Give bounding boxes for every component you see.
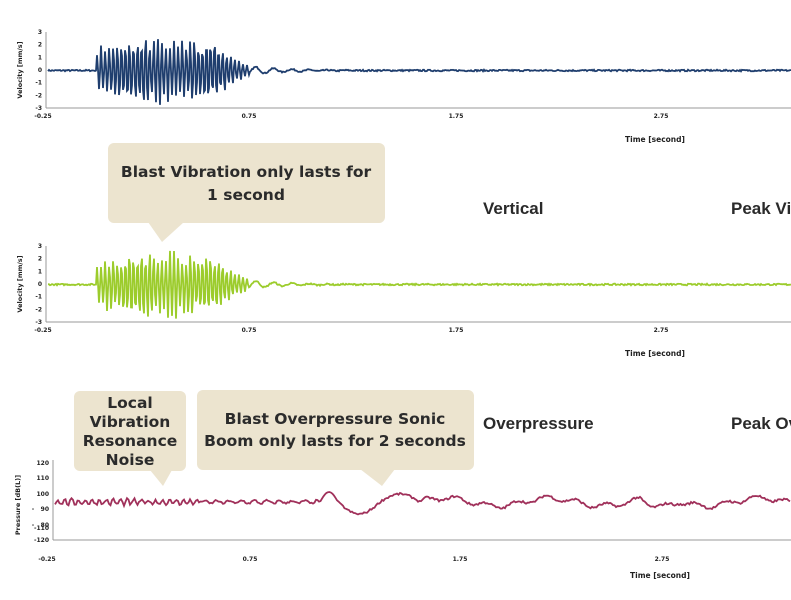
callout-box bbox=[197, 390, 474, 470]
callout-box bbox=[74, 391, 186, 471]
x-axis-title: Time [second] bbox=[625, 135, 685, 144]
y-tick-label: -3 bbox=[35, 319, 42, 326]
callout-text-line: Blast Overpressure Sonic bbox=[225, 410, 446, 428]
chart-panel-2: 3 2 1 0 -1 -2 -3-0.25 0.75 1.75 2.75 Velocity [mm/… bbox=[16, 243, 791, 358]
section-header-peak-overpressure: Peak Ov bbox=[731, 414, 791, 433]
y-tick-label: 0 bbox=[38, 281, 42, 288]
x-tick-label: 0.75 bbox=[242, 113, 257, 120]
section-header-peak-vibration: Peak Vi bbox=[731, 199, 791, 218]
y-tick-label: 110 bbox=[36, 475, 49, 482]
x-tick-label: -0.25 bbox=[34, 327, 51, 334]
x-tick-label: -0.25 bbox=[34, 113, 51, 120]
section-header-vertical: Vertical bbox=[483, 199, 544, 218]
callout-text-line: Noise bbox=[106, 451, 155, 469]
pressure-trace bbox=[54, 491, 791, 516]
x-tick-label: 0.75 bbox=[243, 556, 258, 563]
y-tick-label: 120 bbox=[36, 460, 49, 467]
y-tick-label: -2 bbox=[35, 306, 42, 313]
callout-blast-vibration: Blast Vibration only lasts for 1 second bbox=[108, 143, 385, 242]
y-tick-label: 2 bbox=[38, 256, 42, 263]
y-tick-label: 3 bbox=[38, 243, 42, 250]
y-tick-label: -1 bbox=[35, 294, 42, 301]
x-tick-label: 2.75 bbox=[655, 556, 670, 563]
y-tick-label: 1 bbox=[38, 54, 42, 61]
y-axis-label: Velocity [mm/s] bbox=[16, 255, 24, 312]
y-tick-label: 100 bbox=[36, 491, 49, 498]
callout-text-line: Boom only lasts for 2 seconds bbox=[204, 432, 466, 450]
chart-panel-3: 120 110 100 90 80-110 -120 -0.25 0.75 1.75 2.75 Pr… bbox=[14, 460, 791, 580]
callout-text-line: Blast Vibration only lasts for bbox=[121, 163, 372, 181]
y-tick-label: -1 bbox=[35, 80, 42, 87]
x-tick-label: 1.75 bbox=[449, 327, 464, 334]
y-tick-label: -120 bbox=[34, 537, 49, 544]
x-tick-label: 2.75 bbox=[654, 113, 669, 120]
y-tick-label: 90 bbox=[41, 506, 49, 513]
callout-text-line: 1 second bbox=[207, 186, 285, 204]
velocity-trace bbox=[47, 250, 791, 319]
y-tick-label: -110 bbox=[34, 525, 49, 532]
y-tick-label: 1 bbox=[38, 268, 42, 275]
y-tick-label: 2 bbox=[38, 42, 42, 49]
x-tick-label: -0.25 bbox=[38, 556, 55, 563]
y-tick-label: 0 bbox=[38, 67, 42, 74]
callout-box bbox=[108, 143, 385, 223]
velocity-trace bbox=[47, 39, 791, 105]
y-tick-label: 80 bbox=[41, 522, 49, 529]
x-tick-label: 0.75 bbox=[242, 327, 257, 334]
callout-pointer bbox=[150, 470, 172, 486]
x-tick-label: 1.75 bbox=[453, 556, 468, 563]
y-tick-label: -2 bbox=[35, 92, 42, 99]
x-axis-title: Time [second] bbox=[630, 571, 690, 580]
axis-dot bbox=[32, 508, 34, 510]
y-tick-label: -3 bbox=[35, 105, 42, 112]
callout-pointer bbox=[148, 222, 184, 242]
y-tick-label: 3 bbox=[38, 29, 42, 36]
y-axis-label: Pressure [dB(L)] bbox=[14, 475, 22, 535]
x-tick-label: 2.75 bbox=[654, 327, 669, 334]
y-axis-label: Velocity [mm/s] bbox=[16, 41, 24, 98]
callout-text-line: Local bbox=[107, 394, 153, 412]
x-tick-label: 1.75 bbox=[449, 113, 464, 120]
callout-text-line: Vibration bbox=[90, 413, 171, 431]
callout-text-line: Resonance bbox=[83, 432, 178, 450]
axis-dot bbox=[32, 524, 34, 526]
section-header-overpressure: Overpressure bbox=[483, 414, 594, 433]
x-axis-title: Time [second] bbox=[625, 349, 685, 358]
chart-panel-1: 3 2 1 0 -1 -2 -3-0.25 0.75 1.75 2.75 Velocity [mm/… bbox=[16, 29, 791, 144]
callout-overpressure: Blast Overpressure Sonic Boom only lasts … bbox=[197, 390, 474, 486]
callout-pointer bbox=[360, 469, 395, 486]
